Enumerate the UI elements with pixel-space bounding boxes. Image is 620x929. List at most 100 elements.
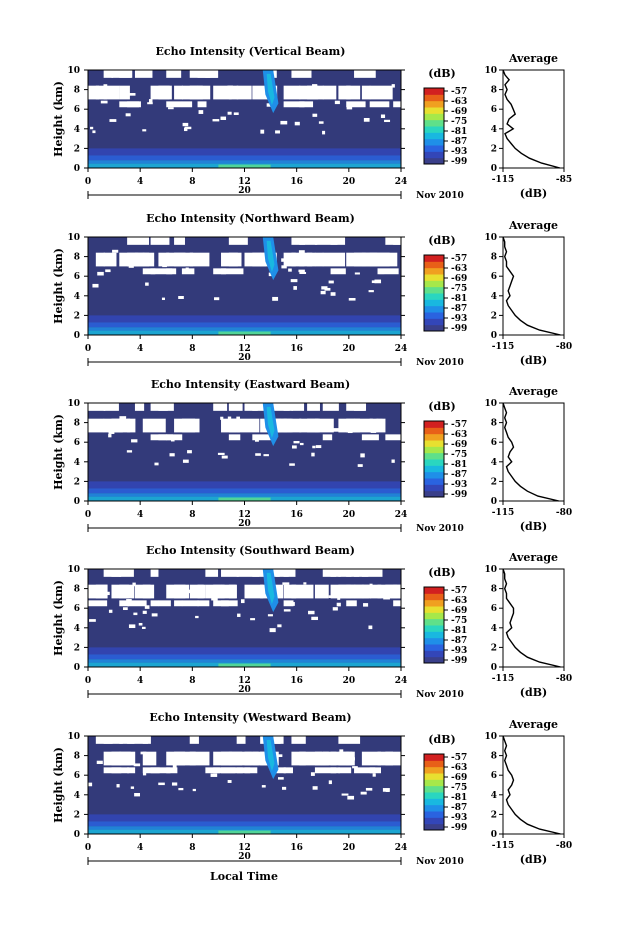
no-echo-speckle xyxy=(261,785,266,788)
surface-echo xyxy=(218,663,271,667)
y-tick-label: 6 xyxy=(74,771,80,781)
no-echo-speckle xyxy=(192,788,196,792)
y-tick-label: 10 xyxy=(67,66,80,76)
no-echo-gap xyxy=(377,252,398,267)
no-echo-speckle xyxy=(384,119,391,123)
y-tick-label: 0 xyxy=(74,497,80,507)
colorbar-tick-label: -93 xyxy=(451,813,467,823)
no-echo-speckle xyxy=(151,613,158,617)
no-echo-speckle xyxy=(308,610,315,615)
x-tick-label: 20 xyxy=(343,676,356,686)
no-echo-gap xyxy=(181,418,200,433)
no-echo-gap xyxy=(236,418,260,433)
no-echo-speckle xyxy=(195,615,199,619)
profile-y-tick-label: 4 xyxy=(491,624,497,634)
no-echo-gap xyxy=(393,600,401,607)
profile-title: Average xyxy=(508,219,558,232)
heatmap-northward xyxy=(88,237,401,335)
no-echo-speckle xyxy=(167,268,173,273)
no-echo-gap xyxy=(119,70,133,78)
panel-title: Echo Intensity (Vertical Beam) xyxy=(155,45,345,58)
x-tick-label: 4 xyxy=(137,177,143,187)
no-echo-gap xyxy=(158,252,170,267)
no-echo-speckle xyxy=(148,99,153,103)
colorbar-swatch xyxy=(424,490,444,498)
colorbar-swatch xyxy=(424,478,444,485)
profile-y-tick-label: 4 xyxy=(491,791,497,801)
no-echo-gap xyxy=(354,403,365,411)
y-tick-label: 10 xyxy=(67,732,80,742)
colorbar-tick-label: -57 xyxy=(451,87,467,97)
no-echo-speckle xyxy=(347,795,355,800)
no-echo-gap xyxy=(307,85,324,100)
no-echo-gap xyxy=(322,569,337,577)
no-echo-speckle xyxy=(281,265,287,269)
no-echo-gap xyxy=(299,237,318,245)
no-echo-gap xyxy=(338,736,361,744)
no-echo-speckle xyxy=(310,772,315,776)
no-echo-speckle xyxy=(368,290,374,293)
no-echo-gap xyxy=(221,268,244,275)
colorbar-tick-label: -63 xyxy=(451,763,467,773)
colorbar-swatch xyxy=(424,656,444,664)
x-tick-label: 16 xyxy=(290,510,303,520)
profile-y-tick-label: 4 xyxy=(491,125,497,135)
no-echo-gap xyxy=(221,569,239,577)
x-tick-label: 20 xyxy=(343,344,356,354)
no-echo-speckle xyxy=(315,445,322,449)
no-echo-gap xyxy=(150,767,171,774)
no-echo-gap xyxy=(174,237,185,245)
no-echo-gap xyxy=(314,252,324,267)
no-echo-speckle xyxy=(108,431,115,434)
colorbar-unit: (dB) xyxy=(428,67,455,80)
x-tick-label: 20 xyxy=(343,510,356,520)
no-echo-speckle xyxy=(384,261,388,266)
no-echo-gap xyxy=(346,569,360,577)
no-echo-speckle xyxy=(227,111,232,115)
no-echo-gap xyxy=(189,751,210,766)
colorbar-swatch xyxy=(424,612,444,620)
no-echo-speckle xyxy=(288,268,292,272)
no-echo-gap xyxy=(228,85,239,100)
no-echo-speckle xyxy=(332,607,338,611)
x-tick-label: 0 xyxy=(85,177,91,187)
colorbar-swatch xyxy=(424,126,444,133)
x-tick-label: 24 xyxy=(395,843,408,853)
no-echo-gap xyxy=(369,101,390,108)
profile-y-tick-label: 0 xyxy=(491,830,497,840)
x-tick-label: 8 xyxy=(189,510,195,520)
x-tick-label: 8 xyxy=(189,177,195,187)
no-echo-gap xyxy=(189,736,199,744)
colorbar-swatch xyxy=(424,760,444,768)
x-tick-label: 12 xyxy=(238,510,251,520)
no-echo-gap xyxy=(213,85,232,100)
no-echo-speckle xyxy=(185,267,189,271)
colorbar-tick-label: -69 xyxy=(451,440,467,450)
no-echo-speckle xyxy=(320,290,326,295)
colorbar-swatch xyxy=(424,157,444,165)
no-echo-speckle xyxy=(184,589,191,594)
no-echo-gap xyxy=(119,751,136,766)
no-echo-speckle xyxy=(168,107,174,110)
x-tick-label: 4 xyxy=(137,344,143,354)
no-echo-speckle xyxy=(334,756,339,760)
low-level-band xyxy=(88,322,401,328)
no-echo-gap xyxy=(158,403,168,411)
date-marker: 20 xyxy=(238,685,251,695)
no-echo-gap xyxy=(283,600,294,607)
no-echo-gap xyxy=(119,600,130,607)
no-echo-speckle xyxy=(170,438,175,442)
colorbar-swatch xyxy=(424,625,444,632)
no-echo-gap xyxy=(330,569,341,577)
no-echo-gap xyxy=(228,434,241,441)
colorbar-swatch xyxy=(424,151,444,159)
y-tick-label: 0 xyxy=(74,164,80,174)
date-marker: 20 xyxy=(238,852,251,862)
colorbar-tick-label: -57 xyxy=(451,254,467,264)
x-tick-label: 8 xyxy=(189,843,195,853)
no-echo-gap xyxy=(181,268,195,275)
no-echo-speckle xyxy=(128,265,134,268)
no-echo-gap xyxy=(361,569,383,577)
